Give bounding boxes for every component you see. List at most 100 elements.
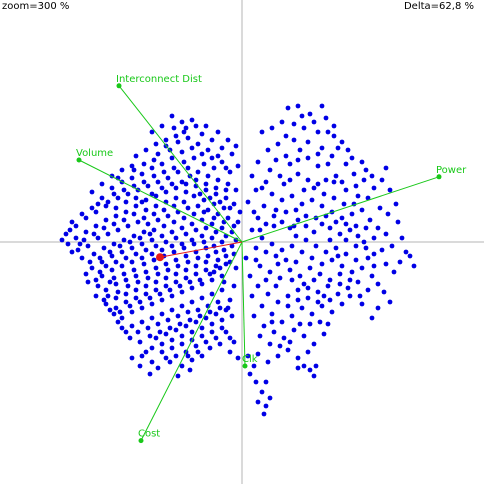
data-point[interactable]	[139, 353, 145, 359]
data-point[interactable]	[203, 225, 209, 231]
data-point[interactable]	[193, 177, 199, 183]
data-point[interactable]	[83, 215, 89, 221]
data-point[interactable]	[157, 329, 163, 335]
data-point[interactable]	[101, 245, 107, 251]
data-point[interactable]	[103, 301, 109, 307]
data-point[interactable]	[73, 235, 79, 241]
data-point[interactable]	[335, 145, 341, 151]
data-point[interactable]	[189, 285, 195, 291]
data-point[interactable]	[183, 189, 189, 195]
data-point[interactable]	[269, 319, 275, 325]
data-point[interactable]	[215, 257, 221, 263]
data-point[interactable]	[285, 347, 291, 353]
data-point[interactable]	[343, 161, 349, 167]
data-point[interactable]	[129, 355, 135, 361]
data-point[interactable]	[209, 277, 215, 283]
data-point[interactable]	[135, 329, 141, 335]
data-point[interactable]	[319, 145, 325, 151]
data-point[interactable]	[149, 191, 155, 197]
data-point[interactable]	[359, 159, 365, 165]
data-point[interactable]	[137, 235, 143, 241]
data-point[interactable]	[265, 147, 271, 153]
data-point[interactable]	[113, 259, 119, 265]
data-point[interactable]	[273, 207, 279, 213]
data-point[interactable]	[213, 335, 219, 341]
data-point[interactable]	[207, 309, 213, 315]
data-point[interactable]	[347, 227, 353, 233]
data-point[interactable]	[323, 177, 329, 183]
data-point[interactable]	[179, 333, 185, 339]
data-point[interactable]	[263, 403, 269, 409]
data-point[interactable]	[133, 195, 139, 201]
data-point[interactable]	[167, 287, 173, 293]
data-point[interactable]	[213, 185, 219, 191]
data-point[interactable]	[339, 215, 345, 221]
data-point[interactable]	[199, 295, 205, 301]
data-point[interactable]	[189, 117, 195, 123]
data-point[interactable]	[255, 351, 261, 357]
data-point[interactable]	[155, 271, 161, 277]
data-point[interactable]	[99, 181, 105, 187]
data-point[interactable]	[179, 241, 185, 247]
data-point[interactable]	[183, 181, 189, 187]
data-point[interactable]	[357, 293, 363, 299]
data-point[interactable]	[153, 287, 159, 293]
data-point[interactable]	[119, 325, 125, 331]
data-point[interactable]	[199, 281, 205, 287]
data-point[interactable]	[253, 187, 259, 193]
data-point[interactable]	[377, 205, 383, 211]
data-point[interactable]	[263, 277, 269, 283]
data-point[interactable]	[171, 249, 177, 255]
data-point[interactable]	[225, 215, 231, 221]
data-point[interactable]	[179, 303, 185, 309]
data-point[interactable]	[203, 315, 209, 321]
data-point[interactable]	[265, 291, 271, 297]
data-point[interactable]	[173, 133, 179, 139]
data-point[interactable]	[181, 199, 187, 205]
data-point[interactable]	[359, 207, 365, 213]
data-point[interactable]	[289, 243, 295, 249]
data-point[interactable]	[343, 251, 349, 257]
data-point[interactable]	[79, 211, 85, 217]
data-point[interactable]	[251, 363, 257, 369]
data-point[interactable]	[127, 335, 133, 341]
data-point[interactable]	[195, 169, 201, 175]
data-point[interactable]	[201, 209, 207, 215]
data-point[interactable]	[295, 171, 301, 177]
data-point[interactable]	[81, 237, 87, 243]
data-point[interactable]	[361, 177, 367, 183]
data-point[interactable]	[389, 243, 395, 249]
data-point[interactable]	[213, 229, 219, 235]
data-point[interactable]	[193, 263, 199, 269]
data-point[interactable]	[345, 147, 351, 153]
data-point[interactable]	[123, 299, 129, 305]
data-point[interactable]	[131, 211, 137, 217]
data-point[interactable]	[85, 243, 91, 249]
data-point[interactable]	[141, 179, 147, 185]
data-point[interactable]	[323, 249, 329, 255]
data-point[interactable]	[209, 221, 215, 227]
data-point[interactable]	[93, 277, 99, 283]
data-point[interactable]	[191, 241, 197, 247]
data-point[interactable]	[209, 137, 215, 143]
data-points[interactable]	[59, 103, 417, 417]
data-point[interactable]	[67, 227, 73, 233]
data-point[interactable]	[83, 229, 89, 235]
data-point[interactable]	[91, 231, 97, 237]
data-point[interactable]	[379, 177, 385, 183]
data-point[interactable]	[143, 147, 149, 153]
data-point[interactable]	[167, 359, 173, 365]
data-point[interactable]	[271, 223, 277, 229]
data-point[interactable]	[279, 219, 285, 225]
data-point[interactable]	[349, 155, 355, 161]
data-point[interactable]	[365, 195, 371, 201]
data-point[interactable]	[227, 169, 233, 175]
data-point[interactable]	[261, 323, 267, 329]
data-point[interactable]	[333, 173, 339, 179]
data-point[interactable]	[365, 255, 371, 261]
data-point[interactable]	[325, 321, 331, 327]
data-point[interactable]	[273, 157, 279, 163]
data-point[interactable]	[305, 285, 311, 291]
data-point[interactable]	[123, 255, 129, 261]
data-point[interactable]	[215, 129, 221, 135]
